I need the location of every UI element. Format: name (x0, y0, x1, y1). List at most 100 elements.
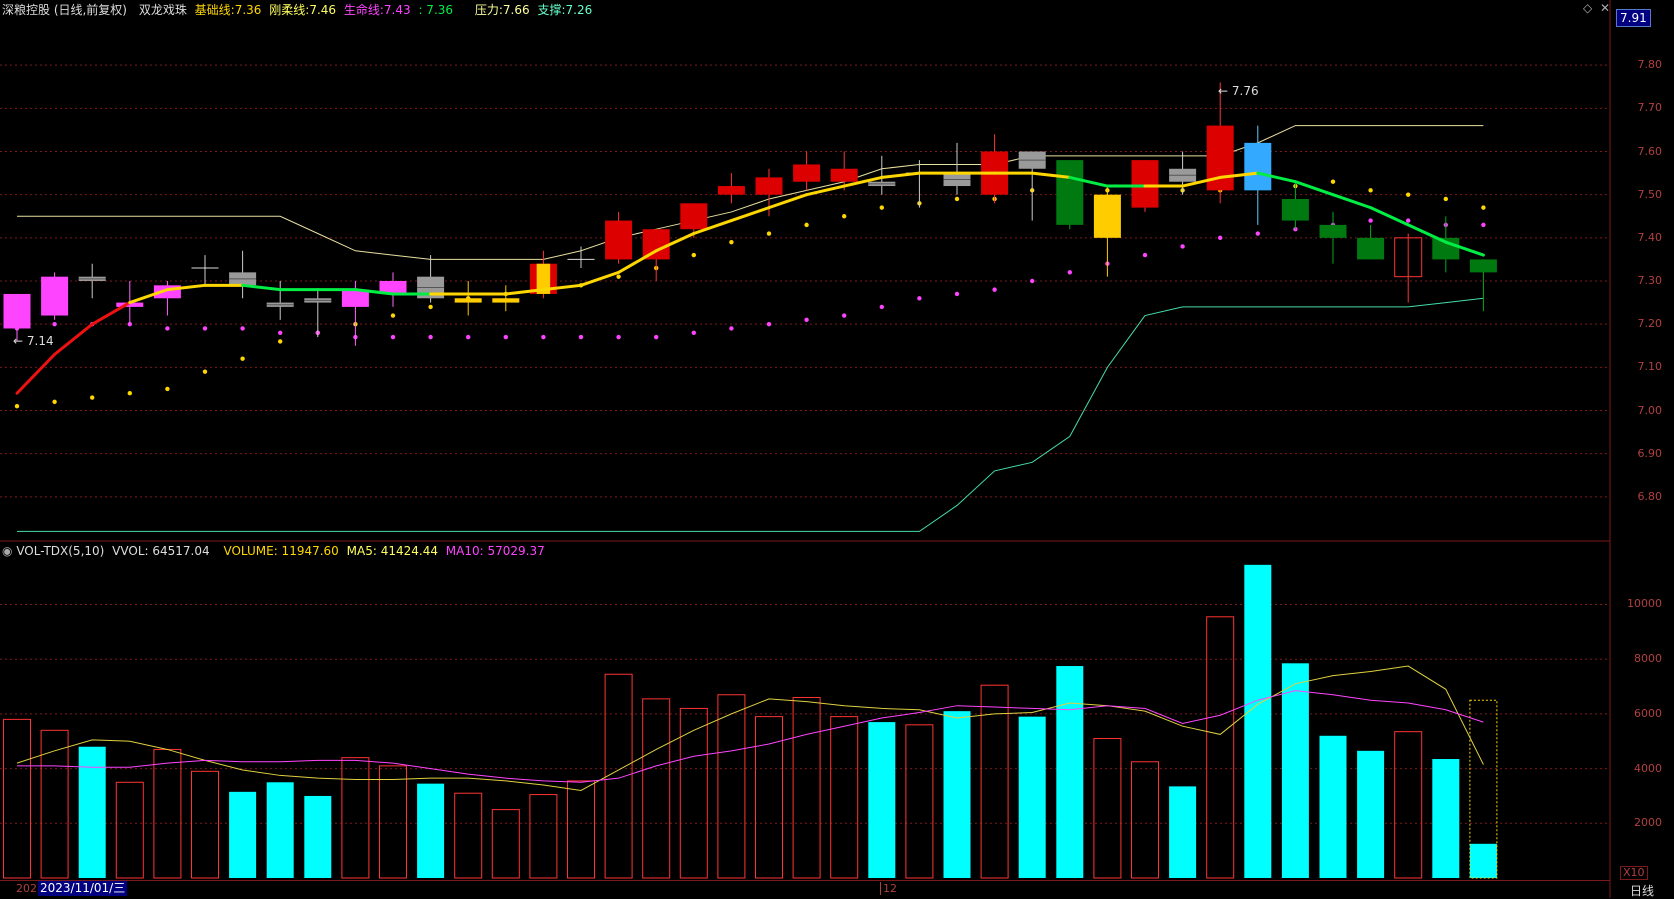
main-trend-line (15, 352, 57, 395)
magenta-dot (466, 334, 471, 340)
volume-bar (229, 791, 257, 878)
month-marker: 12 (880, 882, 897, 895)
close-icon[interactable]: ✕ (1600, 1, 1611, 15)
main-trend-line (1068, 175, 1109, 188)
main-trend-line (842, 175, 884, 188)
extra-value: : 7.36 (418, 3, 454, 17)
volume-bar (417, 783, 445, 878)
ma10-value: MA10: 57029.37 (445, 544, 545, 558)
volume-indicator-name[interactable]: VOL-TDX(5,10) (16, 544, 105, 558)
price-tick-label: 7.10 (1637, 360, 1663, 374)
price-tick-label: 6.80 (1637, 489, 1663, 503)
candle-body (454, 298, 482, 303)
main-trend-line (165, 283, 207, 292)
candle-body-inner (536, 263, 551, 294)
magenta-dot (1255, 231, 1261, 236)
year-stub: 202 (16, 882, 37, 895)
base-line-value: 7.36 (234, 3, 262, 17)
yellow-dot (165, 386, 170, 392)
candle-body (341, 289, 369, 307)
candle-body (717, 186, 745, 195)
main-trend-line (504, 288, 545, 296)
volume-bar (868, 722, 896, 878)
magenta-dot (1406, 218, 1411, 223)
magenta-dot (917, 296, 922, 301)
volume-bar (1093, 738, 1122, 879)
magenta-dot (240, 326, 245, 331)
volume-bar (379, 765, 407, 879)
volume-bar (1319, 735, 1347, 878)
volume-toggle-icon[interactable]: ◉ (2, 544, 13, 558)
volume-tick-label: 4000 (1634, 761, 1662, 775)
main-trend-line (579, 270, 621, 287)
price-tick-label: 7.00 (1637, 403, 1663, 417)
volume-bar (1357, 750, 1385, 878)
stock-title[interactable]: 深粮控股 (日线,前复权) (2, 3, 127, 17)
volume-bar (266, 782, 294, 878)
price-tick-label: 7.20 (1637, 317, 1663, 331)
candle-body (41, 276, 69, 316)
candle-body (1093, 194, 1121, 238)
candle-body (1244, 142, 1272, 191)
volume-tick-label: 8000 (1634, 652, 1662, 666)
magenta-dot (428, 334, 433, 340)
price-tick-label: 7.70 (1637, 101, 1663, 115)
main-trend-line (541, 283, 583, 292)
volume-bar (792, 696, 821, 879)
rigid-line-value: 7.46 (309, 3, 337, 17)
volume-bar (304, 795, 332, 878)
candle-body (1131, 160, 1159, 208)
date-bar (0, 880, 1610, 899)
magenta-dot (1180, 244, 1185, 249)
volume-unit-label: X10 (1620, 866, 1648, 880)
magenta-dot (766, 321, 772, 327)
yellow-dot (14, 403, 20, 409)
magenta-dot (804, 317, 809, 323)
volume-ma5-line (16, 665, 1484, 791)
volume-ma10-line (17, 690, 1484, 783)
main-trend-line (1331, 193, 1373, 210)
life-line-value: 7.43 (383, 3, 411, 17)
yellow-dot (1481, 205, 1486, 210)
volume-bar (341, 757, 370, 879)
magenta-dot (541, 334, 546, 340)
price-tick-label: 7.60 (1637, 144, 1663, 158)
diamond-icon[interactable]: ◇ (1583, 1, 1593, 15)
candle-body (3, 293, 31, 329)
volume-bar (191, 770, 219, 879)
main-trend-line (53, 322, 94, 356)
magenta-dot (616, 334, 621, 340)
pressure-value: 7.66 (502, 3, 530, 17)
yellow-dot (954, 196, 960, 202)
rigid-line-label: 刚柔线: (269, 3, 310, 17)
volume-bar (454, 792, 483, 879)
date-cursor[interactable]: 2023/11/01/三 (38, 881, 128, 896)
ma5-value: MA5: 41424.44 (346, 544, 438, 558)
candle-body (793, 164, 821, 182)
yellow-dot (428, 304, 433, 310)
magenta-dot (729, 326, 734, 331)
yellow-dot (729, 239, 734, 245)
volume-bar (1056, 666, 1084, 878)
volume-bar (717, 694, 746, 879)
candle-body (1469, 259, 1497, 273)
magenta-dot (52, 321, 57, 327)
main-trend-line (1218, 171, 1260, 179)
yellow-dot (804, 222, 809, 228)
volume-bar (642, 698, 671, 879)
candle-body (1056, 160, 1084, 225)
magenta-dot (202, 326, 208, 331)
main-trend-line (805, 184, 846, 197)
high-marker: ← 7.76 (1218, 84, 1259, 98)
life-line-label: 生命线: (343, 3, 384, 17)
magenta-dot (390, 334, 396, 340)
indicator-name[interactable]: 双龙戏珠 (138, 3, 187, 17)
support-label: 支撑: (537, 3, 566, 17)
main-trend-line (353, 288, 395, 296)
volume-tick-label: 2000 (1634, 816, 1662, 830)
candle-body (680, 203, 708, 230)
yellow-dot (240, 356, 245, 361)
volume-bar (1131, 761, 1159, 879)
period-label[interactable]: 日线 (1630, 884, 1655, 898)
